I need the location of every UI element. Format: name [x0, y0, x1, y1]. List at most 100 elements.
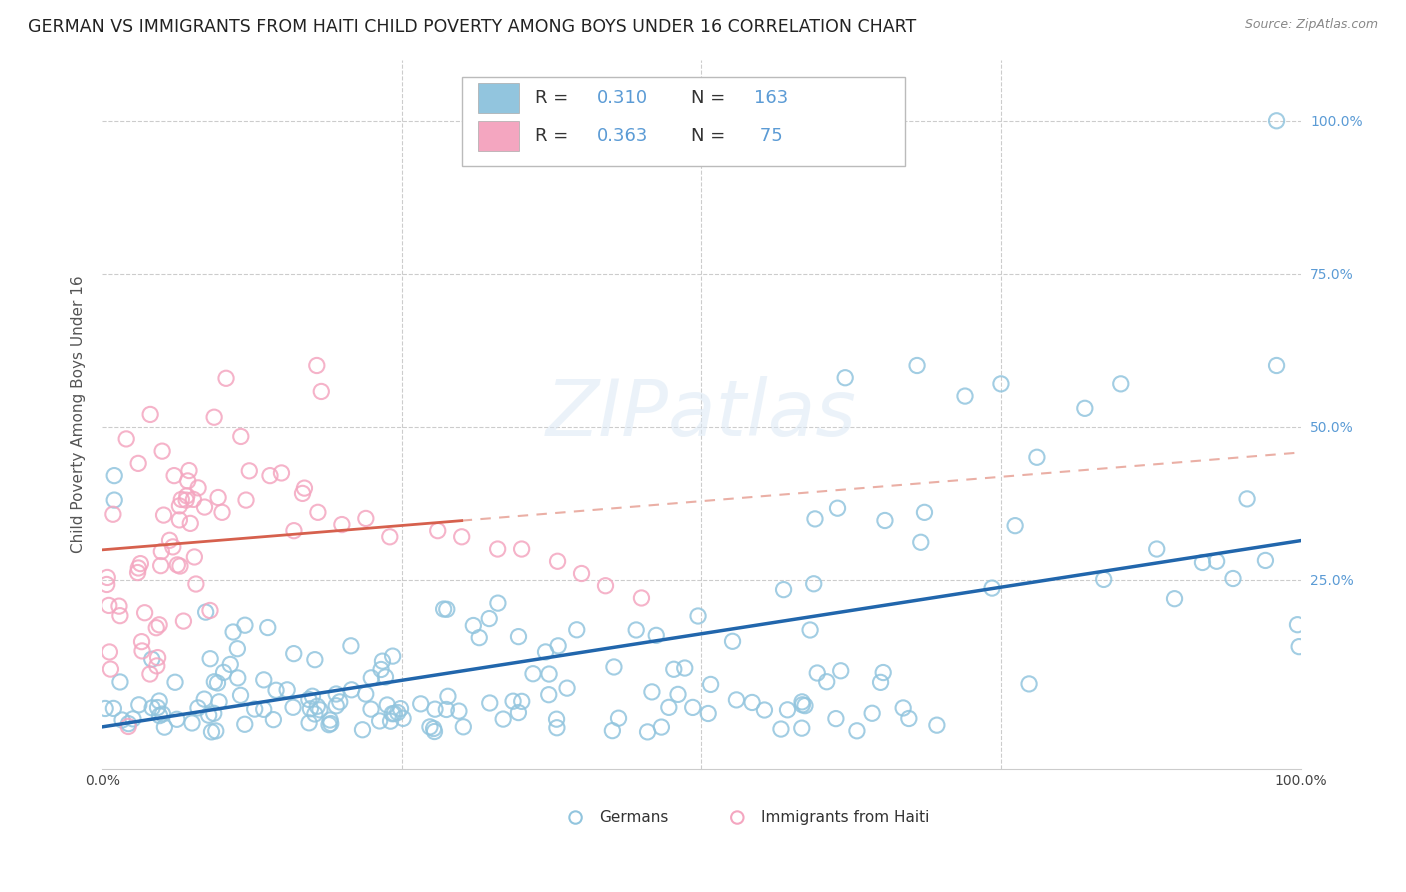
Point	[1254, 553, 1277, 567]
Point	[222, 625, 245, 640]
Point	[502, 694, 524, 708]
Point	[298, 692, 321, 706]
Point	[815, 674, 838, 689]
Point	[389, 701, 412, 715]
Point	[243, 702, 266, 716]
Point	[127, 566, 149, 580]
Point	[283, 524, 305, 538]
Point	[897, 711, 920, 725]
Point	[666, 687, 689, 701]
Point	[187, 701, 209, 715]
Point	[281, 700, 304, 714]
Text: ZIPatlas: ZIPatlas	[546, 376, 856, 452]
Point	[436, 602, 458, 616]
Point	[486, 542, 509, 557]
Text: Source: ZipAtlas.com: Source: ZipAtlas.com	[1244, 18, 1378, 31]
Point	[141, 652, 163, 666]
Point	[193, 500, 215, 514]
Point	[200, 724, 222, 739]
Point	[1109, 376, 1132, 391]
Point	[319, 713, 342, 727]
Point	[219, 657, 242, 672]
Point	[204, 723, 226, 738]
Text: R =: R =	[534, 127, 574, 145]
Point	[98, 645, 121, 659]
Point	[555, 681, 578, 695]
Point	[1191, 556, 1213, 570]
Point	[226, 671, 249, 685]
Point	[111, 713, 134, 727]
Point	[101, 508, 124, 522]
Point	[825, 712, 848, 726]
Point	[215, 371, 238, 385]
Point	[211, 505, 233, 519]
Point	[197, 708, 219, 723]
Point	[187, 481, 209, 495]
Point	[202, 674, 225, 689]
Point	[360, 702, 382, 716]
Point	[325, 698, 347, 713]
Point	[845, 723, 868, 738]
Point	[725, 693, 748, 707]
Point	[134, 606, 156, 620]
Text: Immigrants from Haiti: Immigrants from Haiti	[761, 810, 929, 825]
Text: R =: R =	[534, 88, 574, 107]
Point	[380, 714, 402, 728]
Point	[595, 579, 617, 593]
Point	[375, 698, 398, 712]
Point	[238, 464, 260, 478]
Point	[291, 486, 314, 500]
Point	[624, 623, 647, 637]
Point	[253, 702, 276, 716]
Text: 0.310: 0.310	[598, 88, 648, 107]
Point	[1092, 573, 1115, 587]
Point	[447, 704, 470, 718]
Point	[148, 708, 170, 723]
Point	[229, 689, 252, 703]
FancyBboxPatch shape	[478, 83, 519, 112]
Point	[146, 659, 169, 673]
Point	[122, 712, 145, 726]
Point	[381, 649, 404, 664]
Point	[419, 720, 441, 734]
Point	[198, 651, 221, 665]
Point	[208, 695, 231, 709]
Point	[522, 666, 544, 681]
Point	[794, 698, 817, 713]
Point	[354, 687, 377, 701]
Point	[1288, 640, 1310, 654]
Point	[207, 491, 229, 505]
Point	[360, 671, 382, 685]
Point	[226, 641, 249, 656]
Point	[1222, 572, 1244, 586]
Point	[305, 359, 328, 373]
Point	[741, 696, 763, 710]
Text: GERMAN VS IMMIGRANTS FROM HAITI CHILD POVERTY AMONG BOYS UNDER 16 CORRELATION CH: GERMAN VS IMMIGRANTS FROM HAITI CHILD PO…	[28, 18, 917, 36]
Point	[1265, 359, 1288, 373]
Point	[115, 432, 138, 446]
Point	[534, 645, 557, 659]
Point	[571, 566, 593, 581]
Point	[148, 617, 170, 632]
Point	[673, 661, 696, 675]
Point	[103, 468, 125, 483]
Point	[990, 376, 1012, 391]
Point	[233, 717, 256, 731]
FancyBboxPatch shape	[461, 78, 905, 166]
Point	[381, 706, 404, 721]
Text: 163: 163	[754, 88, 789, 107]
Point	[294, 481, 316, 495]
Point	[129, 557, 152, 571]
Point	[170, 492, 193, 507]
Point	[117, 719, 139, 733]
Point	[162, 540, 184, 554]
Point	[423, 702, 446, 716]
Point	[304, 653, 326, 667]
Point	[1025, 450, 1047, 465]
Y-axis label: Child Poverty Among Boys Under 16: Child Poverty Among Boys Under 16	[72, 276, 86, 553]
Point	[387, 706, 409, 720]
Point	[538, 667, 561, 681]
Point	[103, 493, 125, 508]
Point	[1163, 591, 1185, 606]
Point	[662, 662, 685, 676]
